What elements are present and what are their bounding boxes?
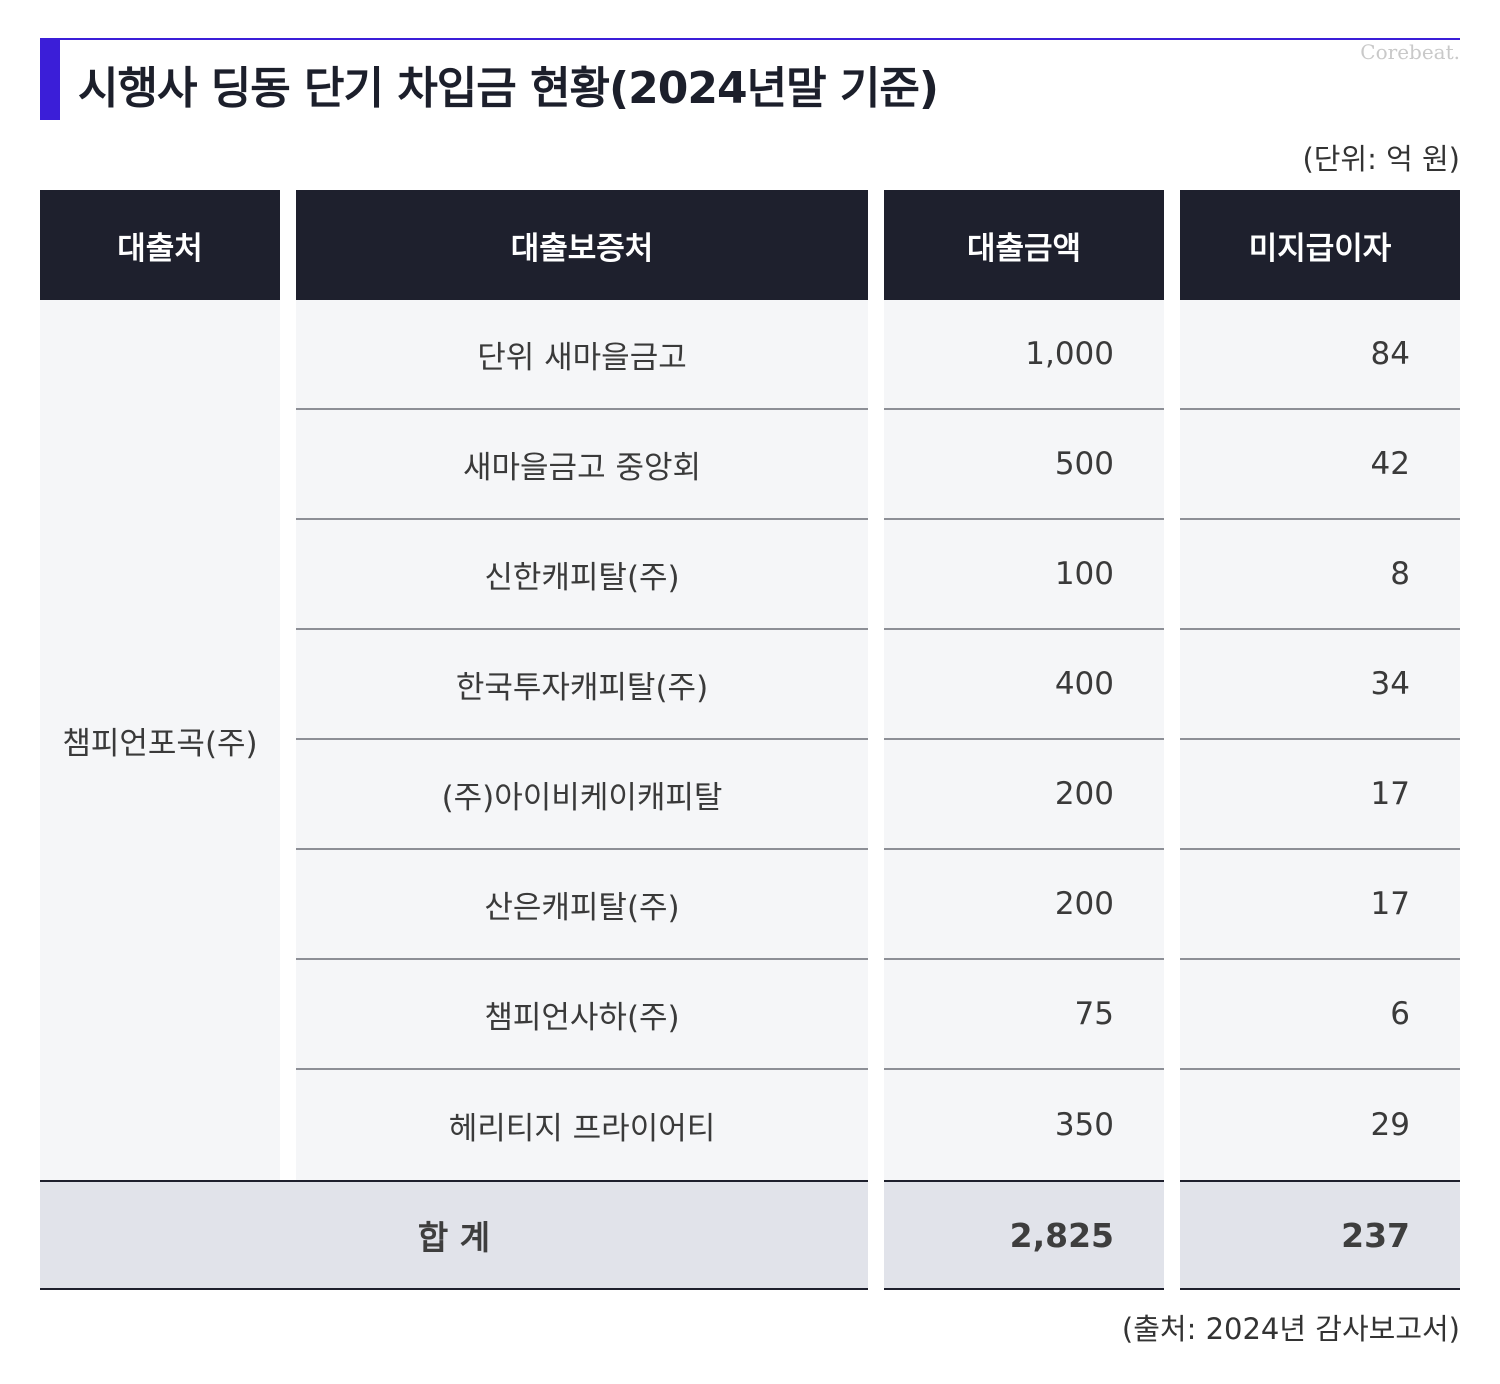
guarantor-cell: 산은캐피탈(주) [296, 850, 868, 960]
interest-cell: 29 [1180, 1070, 1460, 1180]
interest-cell: 17 [1180, 850, 1460, 960]
interest-cell: 34 [1180, 630, 1460, 740]
total-label: 합 계 [40, 1180, 868, 1290]
amount-cell: 200 [884, 740, 1164, 850]
guarantor-cell: 한국투자캐피탈(주) [296, 630, 868, 740]
title-top-rule [40, 38, 1460, 40]
column-header-amount: 대출금액 [884, 190, 1164, 300]
amount-cell: 100 [884, 520, 1164, 630]
page-title: 시행사 딩동 단기 차입금 현황(2024년말 기준) [78, 63, 939, 114]
total-interest: 237 [1180, 1180, 1460, 1290]
amount-cell: 500 [884, 410, 1164, 520]
guarantor-cell: (주)아이비케이캐피탈 [296, 740, 868, 850]
interest-cell: 6 [1180, 960, 1460, 1070]
amount-cell: 400 [884, 630, 1164, 740]
column-header-guarantor: 대출보증처 [296, 190, 868, 300]
column-header-borrower: 대출처 [40, 190, 280, 300]
guarantor-cell: 단위 새마을금고 [296, 300, 868, 410]
brand-logo: Corebeat. [1360, 40, 1460, 64]
interest-cell: 42 [1180, 410, 1460, 520]
guarantor-cell: 신한캐피탈(주) [296, 520, 868, 630]
unit-note: (단위: 억 원) [1302, 142, 1460, 176]
interest-cell: 17 [1180, 740, 1460, 850]
borrower-cell: 챔피언포곡(주) [40, 300, 280, 1180]
column-header-interest: 미지급이자 [1180, 190, 1460, 300]
amount-cell: 350 [884, 1070, 1164, 1180]
source-note: (출처: 2024년 감사보고서) [1121, 1312, 1460, 1346]
guarantor-cell: 챔피언사하(주) [296, 960, 868, 1070]
amount-cell: 75 [884, 960, 1164, 1070]
interest-cell: 84 [1180, 300, 1460, 410]
amount-cell: 1,000 [884, 300, 1164, 410]
guarantor-cell: 새마을금고 중앙회 [296, 410, 868, 520]
title-accent-bar [40, 38, 60, 120]
total-amount: 2,825 [884, 1180, 1164, 1290]
guarantor-cell: 헤리티지 프라이어티 [296, 1070, 868, 1180]
amount-cell: 200 [884, 850, 1164, 960]
interest-cell: 8 [1180, 520, 1460, 630]
